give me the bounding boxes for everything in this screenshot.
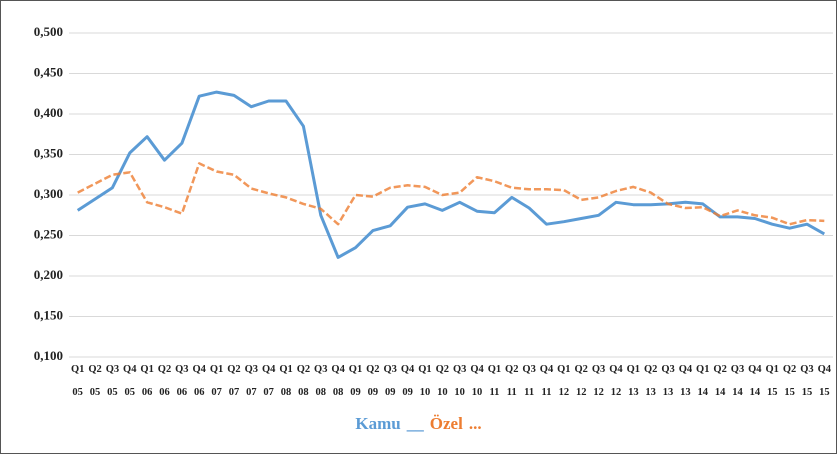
legend-label: Kamu — [355, 414, 401, 433]
x-tick-label: Q2 06 — [157, 364, 172, 398]
x-tick-label: Q1 06 — [140, 364, 154, 398]
x-tick-label: Q2 11 — [505, 364, 519, 398]
x-tick-label: Q3 10 — [452, 364, 467, 398]
y-tick-label: 0,350 — [34, 145, 63, 160]
x-tick-label: Q2 10 — [435, 364, 450, 398]
x-tick-label: Q4 15 — [817, 364, 832, 398]
x-tick-label: Q4 09 — [400, 364, 415, 398]
x-tick-label: Q4 07 — [261, 364, 276, 398]
legend-label: Özel — [429, 414, 463, 433]
x-tick-label: Q3 12 — [591, 364, 606, 398]
y-tick-label: 0,300 — [34, 186, 63, 201]
x-tick-label: Q1 10 — [418, 364, 432, 398]
x-tick-label: Q4 11 — [539, 364, 554, 398]
y-tick-label: 0,150 — [34, 307, 63, 322]
x-tick-label: Q2 15 — [782, 364, 797, 398]
x-tick-label: Q3 14 — [730, 364, 745, 398]
y-tick-label: 0,500 — [34, 24, 63, 39]
y-tick-label: 0,200 — [34, 267, 63, 282]
x-tick-label: Q2 05 — [88, 364, 102, 398]
legend: Kamu __ Özel... — [1, 414, 836, 434]
x-tick-label: Q3 05 — [105, 364, 120, 398]
y-tick-label: 0,250 — [34, 226, 63, 241]
legend-symbol: ... — [468, 414, 482, 433]
y-tick-label: 0,450 — [34, 64, 63, 79]
x-tick-label: Q1 09 — [348, 364, 363, 398]
x-tick-label: Q3 07 — [244, 364, 259, 398]
x-tick-label: Q4 10 — [470, 364, 484, 398]
x-tick-label: Q2 14 — [713, 364, 727, 398]
x-tick-label: Q1 13 — [626, 364, 641, 398]
x-tick-label: Q1 11 — [487, 364, 502, 398]
x-tick-label: Q2 09 — [366, 364, 380, 398]
y-tick-label: 0,100 — [34, 348, 63, 363]
x-tick-label: Q1 12 — [557, 364, 571, 398]
x-tick-label: Q3 11 — [522, 364, 536, 398]
x-tick-label: Q4 05 — [123, 364, 137, 398]
legend-symbol: __ — [406, 414, 424, 433]
x-tick-label: Q2 13 — [643, 364, 658, 398]
x-tick-label: Q2 12 — [574, 364, 588, 398]
x-tick-label: Q2 08 — [296, 364, 311, 398]
x-tick-label: Q1 07 — [209, 364, 224, 398]
x-tick-label: Q1 15 — [765, 364, 779, 398]
x-tick-label: Q4 08 — [331, 364, 345, 398]
x-tick-label: Q3 09 — [383, 364, 397, 398]
x-tick-label: Q3 13 — [661, 364, 675, 398]
x-tick-label: Q1 05 — [70, 364, 85, 398]
x-tick-label: Q4 13 — [678, 364, 693, 398]
series-line — [77, 162, 825, 226]
x-tick-label: Q3 06 — [175, 364, 189, 398]
x-tick-label: Q3 08 — [314, 364, 328, 398]
x-tick-label: Q1 08 — [279, 364, 293, 398]
x-tick-label: Q4 06 — [192, 364, 206, 398]
x-tick-label: Q4 14 — [748, 364, 762, 398]
y-tick-label: 0,400 — [34, 105, 63, 120]
x-tick-label: Q2 07 — [227, 364, 241, 398]
x-tick-label: Q1 14 — [696, 364, 710, 398]
x-tick-label: Q3 15 — [800, 364, 814, 398]
x-tick-label: Q4 12 — [609, 364, 623, 398]
series-line — [76, 90, 826, 259]
